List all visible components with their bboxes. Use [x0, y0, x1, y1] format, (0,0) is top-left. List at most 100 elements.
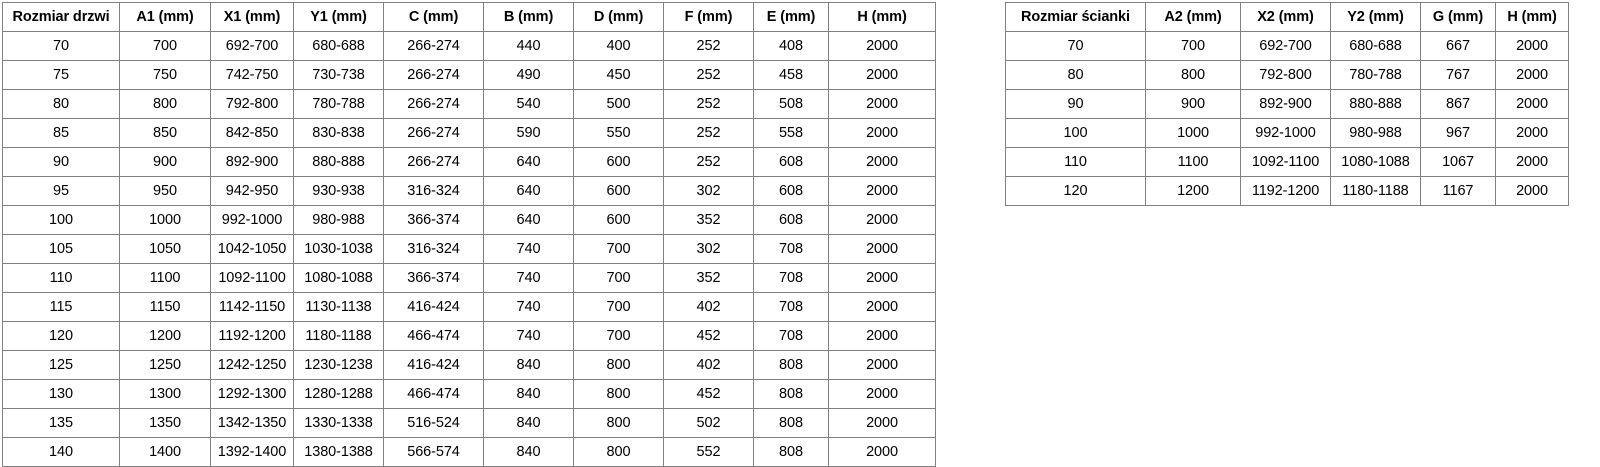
table-cell: 680-688 — [1330, 31, 1421, 61]
table-cell: 950 — [119, 176, 211, 206]
table-cell: 842-850 — [210, 118, 294, 148]
table-cell: 740 — [483, 263, 574, 293]
table-cell: 808 — [753, 379, 829, 409]
table-cell: 640 — [483, 205, 574, 235]
table-cell: 808 — [753, 437, 829, 467]
table-row: 70 700 692-700 680-688 266-274 440 400 252 408 20… — [2, 31, 936, 61]
table-cell: 740 — [483, 321, 574, 351]
table-row: 90 900 892-900 880-888 867 2000 — [1005, 89, 1569, 119]
table-cell: 942-950 — [210, 176, 294, 206]
table-cell: 608 — [753, 147, 829, 177]
table-cell: 95 — [2, 176, 120, 206]
table-row: 100 1000 992-1000 980-988 366-374 640 600 352 60… — [2, 205, 936, 235]
table-cell: 100 — [1005, 118, 1146, 148]
table-cell: 700 — [573, 292, 664, 322]
table-cell: 808 — [753, 408, 829, 438]
table-cell: 992-1000 — [210, 205, 294, 235]
table-cell: 980-988 — [293, 205, 384, 235]
table-cell: 1100 — [119, 263, 211, 293]
table-cell: 508 — [753, 89, 829, 119]
table-cell: 2000 — [828, 408, 936, 438]
table-cell: 880-888 — [293, 147, 384, 177]
table-cell: 800 — [119, 89, 211, 119]
table-cell: 105 — [2, 234, 120, 264]
table-cell: 1192-1200 — [210, 321, 294, 351]
table-cell: 608 — [753, 205, 829, 235]
table-cell: 800 — [573, 408, 664, 438]
table-cell: 1092-1100 — [210, 263, 294, 293]
table-cell: 416-424 — [383, 292, 484, 322]
table-row: 80 800 792-800 780-788 767 2000 — [1005, 60, 1569, 90]
table-cell: 1400 — [119, 437, 211, 467]
table-cell: 600 — [573, 205, 664, 235]
table-cell: 80 — [1005, 60, 1146, 90]
table-cell: 2000 — [828, 147, 936, 177]
table-cell: 930-938 — [293, 176, 384, 206]
table-cell: 135 — [2, 408, 120, 438]
table-cell: 1142-1150 — [210, 292, 294, 322]
column-header-walls-4: G (mm) — [1420, 2, 1496, 32]
table-cell: 2000 — [1495, 147, 1569, 177]
table-cell: 1192-1200 — [1240, 176, 1331, 206]
column-header-walls-2: X2 (mm) — [1240, 2, 1331, 32]
column-header-doors-5: B (mm) — [483, 2, 574, 32]
table-cell: 2000 — [828, 205, 936, 235]
table-header-row: Rozmiar ścianki A2 (mm) X2 (mm) Y2 (mm) G (m… — [1005, 2, 1569, 32]
table-cell: 80 — [2, 89, 120, 119]
table-cell: 450 — [573, 60, 664, 90]
table-cell: 1000 — [1145, 118, 1241, 148]
table-cell: 800 — [573, 350, 664, 380]
table-cell: 120 — [2, 321, 120, 351]
table-cell: 140 — [2, 437, 120, 467]
table-cell: 252 — [663, 118, 754, 148]
table-cell: 266-274 — [383, 89, 484, 119]
table-cell: 708 — [753, 234, 829, 264]
table-cell: 252 — [663, 147, 754, 177]
table-row: 125 1250 1242-1250 1230-1238 416-424 840 800 40… — [2, 350, 936, 380]
table-cell: 70 — [2, 31, 120, 61]
table-row: 75 750 742-750 730-738 266-274 490 450 252 458 20… — [2, 60, 936, 90]
table-cell: 2000 — [828, 31, 936, 61]
table-cell: 590 — [483, 118, 574, 148]
table-cell: 252 — [663, 60, 754, 90]
table-cell: 2000 — [828, 379, 936, 409]
table-cell: 708 — [753, 321, 829, 351]
table-cell: 2000 — [828, 234, 936, 264]
table-cell: 742-750 — [210, 60, 294, 90]
column-header-walls-3: Y2 (mm) — [1330, 2, 1421, 32]
table-cell: 115 — [2, 292, 120, 322]
table-cell: 892-900 — [1240, 89, 1331, 119]
table-cell: 502 — [663, 408, 754, 438]
table-cell: 1080-1088 — [1330, 147, 1421, 177]
table-cell: 90 — [2, 147, 120, 177]
table-cell: 840 — [483, 379, 574, 409]
doors-table-container: Rozmiar drzwi A1 (mm) X1 (mm) Y1 (mm) C (mm)… — [2, 2, 936, 467]
table-cell: 700 — [119, 31, 211, 61]
table-cell: 1100 — [1145, 147, 1241, 177]
table-cell: 600 — [573, 147, 664, 177]
table-row: 130 1300 1292-1300 1280-1288 466-474 840 800 45… — [2, 379, 936, 409]
doors-dimensions-table: Rozmiar drzwi A1 (mm) X1 (mm) Y1 (mm) C (mm)… — [2, 2, 936, 467]
table-cell: 466-474 — [383, 321, 484, 351]
table-cell: 2000 — [828, 263, 936, 293]
table-cell: 2000 — [828, 321, 936, 351]
table-cell: 692-700 — [210, 31, 294, 61]
table-cell: 458 — [753, 60, 829, 90]
table-cell: 1350 — [119, 408, 211, 438]
table-cell: 2000 — [828, 292, 936, 322]
table-cell: 1250 — [119, 350, 211, 380]
table-cell: 2000 — [828, 60, 936, 90]
table-cell: 408 — [753, 31, 829, 61]
table-cell: 900 — [1145, 89, 1241, 119]
table-cell: 800 — [573, 437, 664, 467]
table-cell: 1342-1350 — [210, 408, 294, 438]
table-row: 120 1200 1192-1200 1180-1188 1167 2000 — [1005, 176, 1569, 206]
table-cell: 366-374 — [383, 263, 484, 293]
table-row: 135 1350 1342-1350 1330-1338 516-524 840 800 50… — [2, 408, 936, 438]
table-cell: 500 — [573, 89, 664, 119]
table-cell: 558 — [753, 118, 829, 148]
table-row: 110 1100 1092-1100 1080-1088 1067 2000 — [1005, 147, 1569, 177]
table-cell: 85 — [2, 118, 120, 148]
table-cell: 550 — [573, 118, 664, 148]
